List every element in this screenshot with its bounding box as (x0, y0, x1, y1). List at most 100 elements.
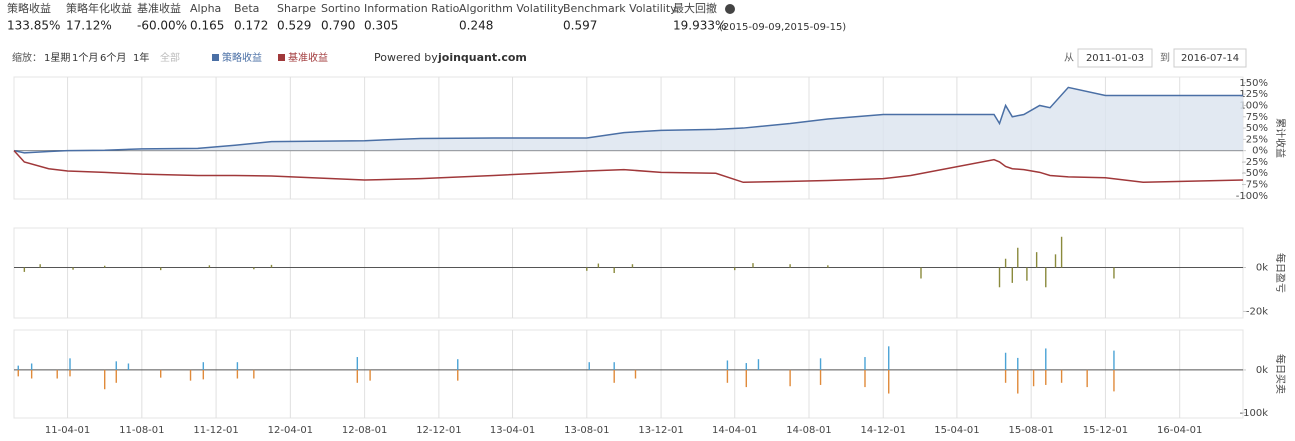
bar (1004, 258, 1007, 268)
x-tick-label: 13-08-01 (564, 425, 609, 436)
bar (1054, 254, 1057, 268)
stat-label: Sortino (321, 2, 361, 15)
bar (17, 365, 19, 370)
bar (1045, 267, 1047, 288)
bar (597, 263, 600, 268)
zoom-button[interactable]: 全部 (160, 51, 180, 64)
y-tick-label: 25% (1246, 134, 1268, 145)
legend-label[interactable]: 基准收益 (288, 51, 328, 64)
stat-label: Benchmark Volatility (563, 2, 677, 15)
bar (103, 265, 106, 268)
bar (69, 369, 71, 377)
bar (356, 357, 359, 370)
zoom-button[interactable]: 1个月 (72, 52, 98, 64)
y-tick-label: -75% (1242, 180, 1268, 191)
x-tick-label: 14-12-01 (861, 425, 906, 436)
panel-frame (13, 329, 1244, 419)
bar (189, 369, 192, 381)
stat-value: 0.305 (364, 19, 398, 33)
bar (1086, 369, 1088, 388)
y-tick-label: -100% (1236, 191, 1268, 202)
bar (1004, 352, 1007, 370)
bar (115, 361, 117, 370)
y-tick-label: -100k (1240, 408, 1269, 419)
date-input[interactable] (1077, 48, 1153, 68)
bar (631, 264, 634, 268)
bar (208, 265, 211, 268)
bar (1026, 267, 1028, 281)
y-tick-label: 100% (1239, 100, 1268, 111)
panel-frame (13, 227, 1244, 319)
bar (356, 369, 359, 383)
zoom-button[interactable]: 1星期 (44, 52, 70, 64)
bar (613, 369, 615, 383)
stat-label: Information Ratio (364, 2, 460, 15)
bar (202, 369, 205, 380)
bar (1113, 369, 1115, 392)
line (13, 150, 1244, 184)
bar (888, 369, 890, 394)
stat-label: Sharpe (277, 2, 316, 15)
bar (864, 369, 866, 388)
bar (745, 363, 747, 370)
bar (588, 362, 590, 370)
stat-label: Algorithm Volatility (459, 2, 564, 15)
x-tick-label: 12-08-01 (342, 425, 387, 436)
bar (726, 369, 729, 383)
bar (789, 369, 791, 387)
bar (236, 362, 239, 370)
bar (30, 363, 33, 370)
bar (17, 369, 19, 377)
bar (734, 267, 736, 271)
legend-swatch (212, 54, 219, 61)
y-tick-label: 75% (1246, 112, 1268, 123)
bar (72, 267, 74, 270)
bar (1060, 369, 1063, 383)
stat-label: Beta (234, 2, 259, 15)
x-tick-label: 13-04-01 (490, 425, 535, 436)
stat-value: 0.790 (321, 19, 355, 33)
line (13, 86, 1243, 154)
bar (369, 369, 371, 381)
zoom-button[interactable]: 6个月 (100, 52, 126, 64)
legend-label[interactable]: 策略收益 (222, 51, 262, 64)
x-tick-label: 15-04-01 (934, 425, 979, 436)
bar (745, 369, 747, 388)
bar (613, 267, 615, 273)
bar (1035, 252, 1038, 268)
y-axis-title: 每日盈亏 (1274, 253, 1287, 293)
zoom-button[interactable]: 1年 (133, 51, 149, 64)
stat-value: 0.248 (459, 19, 493, 33)
y-tick-label: 0k (1256, 365, 1268, 376)
bar (270, 264, 273, 268)
bar (56, 369, 58, 379)
area (14, 87, 1243, 153)
y-tick-label: 0k (1256, 263, 1268, 274)
bar (1045, 369, 1047, 385)
bar (752, 263, 754, 268)
from-label: 从 (1064, 53, 1074, 64)
bar (160, 267, 162, 271)
bar (1060, 236, 1063, 268)
date-input[interactable] (1173, 48, 1247, 68)
bar (1017, 369, 1019, 394)
y-tick-label: -50% (1242, 168, 1268, 179)
legend-swatch (278, 54, 285, 61)
bar (819, 369, 822, 385)
bar (1011, 267, 1013, 283)
x-tick-label: 12-04-01 (268, 425, 313, 436)
help-icon (725, 4, 735, 14)
bar (457, 369, 459, 381)
stat-value: 0.165 (190, 19, 224, 33)
stat-label: Alpha (190, 2, 221, 15)
brand: joinquant.com (437, 51, 527, 64)
powered-by: Powered by (374, 51, 438, 64)
bar (1004, 369, 1007, 383)
x-tick-label: 11-04-01 (45, 425, 90, 436)
stat-label: 策略收益 (7, 1, 51, 15)
to-date: 2016-07-14 (1181, 53, 1239, 64)
y-tick-label: 125% (1239, 89, 1268, 100)
stat-value: 0.597 (563, 19, 597, 33)
x-tick-label: 15-12-01 (1083, 425, 1128, 436)
